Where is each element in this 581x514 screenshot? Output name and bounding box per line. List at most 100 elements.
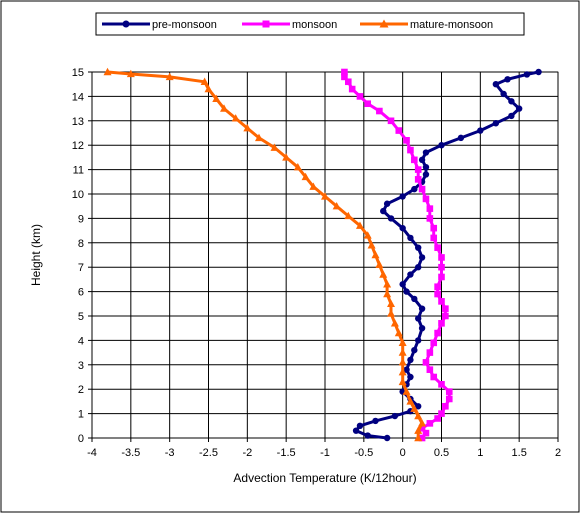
data-point <box>383 434 391 442</box>
data-point <box>395 127 403 134</box>
data-point <box>407 356 414 364</box>
legend-marker-mature-monsoon <box>379 19 389 28</box>
data-point <box>430 224 438 232</box>
data-point <box>243 123 252 132</box>
data-point <box>380 207 387 215</box>
data-point <box>344 211 353 220</box>
x-tick-label: -4 <box>87 447 97 459</box>
y-tick-label: 12 <box>72 140 84 152</box>
data-point <box>418 419 427 427</box>
legend-label-mature-monsoon: mature-monsoon <box>410 19 493 31</box>
data-point <box>422 163 430 171</box>
data-point <box>407 146 414 154</box>
x-tick-label: 1.5 <box>512 447 527 459</box>
data-point <box>398 358 407 366</box>
data-point <box>415 315 422 322</box>
data-point <box>438 381 445 388</box>
data-point <box>457 134 465 142</box>
data-point <box>426 215 434 222</box>
data-point <box>399 224 406 232</box>
series-pre-monsoon <box>352 68 542 442</box>
data-point <box>348 85 356 93</box>
data-point <box>126 69 135 78</box>
data-point <box>426 366 434 373</box>
y-tick-label: 9 <box>78 213 84 225</box>
data-point <box>430 234 438 242</box>
data-point <box>535 68 542 76</box>
data-point <box>372 417 379 425</box>
data-point <box>367 241 376 249</box>
data-point <box>434 244 441 251</box>
data-point <box>356 422 364 429</box>
data-point <box>426 420 434 427</box>
data-point <box>434 415 441 422</box>
data-point <box>403 137 410 144</box>
data-point <box>399 281 406 288</box>
data-point <box>414 166 422 173</box>
data-point <box>407 373 414 381</box>
data-point <box>508 98 515 105</box>
x-tick-label: -2.5 <box>199 447 218 459</box>
data-point <box>442 402 449 410</box>
x-axis-tick-labels: -4 -3.5 -3 -2.5 -2 -1.5 -1 -0.5 0 0.5 1 1.5 2 <box>87 438 561 459</box>
data-point <box>492 81 500 88</box>
data-point <box>523 71 531 78</box>
data-point <box>418 185 426 193</box>
y-tick-label: 5 <box>78 311 84 323</box>
data-point <box>363 231 372 239</box>
series-mature-monsoon <box>103 67 427 442</box>
x-tick-label: 0 <box>400 447 406 459</box>
x-tick-label: -1.5 <box>277 447 296 459</box>
data-point <box>332 202 341 210</box>
y-axis-title: Height (km) <box>29 224 43 286</box>
legend-item-monsoon: monsoon <box>242 19 337 31</box>
data-point <box>415 244 422 251</box>
data-point <box>355 221 364 229</box>
data-point <box>254 133 263 142</box>
data-point <box>414 176 422 183</box>
data-point <box>383 289 392 298</box>
data-point <box>352 427 360 434</box>
data-point <box>430 339 438 347</box>
x-tick-label: 1 <box>477 447 483 459</box>
legend-marker-monsoon <box>262 20 270 28</box>
data-point <box>383 200 391 207</box>
data-point <box>375 260 384 268</box>
y-tick-label: 4 <box>78 335 84 347</box>
data-point <box>407 271 414 278</box>
legend-item-pre-monsoon: pre-monsoon <box>102 19 217 31</box>
data-point <box>341 68 348 76</box>
data-point <box>231 114 240 122</box>
data-point <box>415 337 422 344</box>
legend-box <box>95 12 525 36</box>
y-tick-label: 7 <box>78 262 84 274</box>
data-point <box>414 411 423 420</box>
data-point <box>371 250 380 259</box>
data-point <box>411 346 418 354</box>
legend-marker-pre-monsoon <box>122 20 130 28</box>
data-point <box>422 195 430 203</box>
x-axis-title: Advection Temperature (K/12hour) <box>233 471 416 485</box>
y-tick-label: 8 <box>78 238 84 250</box>
y-tick-label: 1 <box>78 409 84 421</box>
data-point <box>515 105 523 112</box>
data-point <box>414 433 423 442</box>
data-point <box>418 254 426 261</box>
data-point <box>438 254 445 261</box>
data-point <box>398 377 407 386</box>
data-point <box>376 107 383 115</box>
data-point <box>212 94 221 103</box>
data-point <box>220 104 229 112</box>
data-point <box>356 93 364 100</box>
y-tick-label: 3 <box>78 360 84 372</box>
x-tick-label: 0.5 <box>434 447 449 459</box>
series-line-monsoon <box>342 72 451 439</box>
series-monsoon <box>341 68 453 442</box>
data-point <box>204 84 213 93</box>
data-point <box>411 185 418 193</box>
data-point <box>364 432 371 439</box>
data-point <box>200 77 209 85</box>
data-point <box>394 328 403 337</box>
